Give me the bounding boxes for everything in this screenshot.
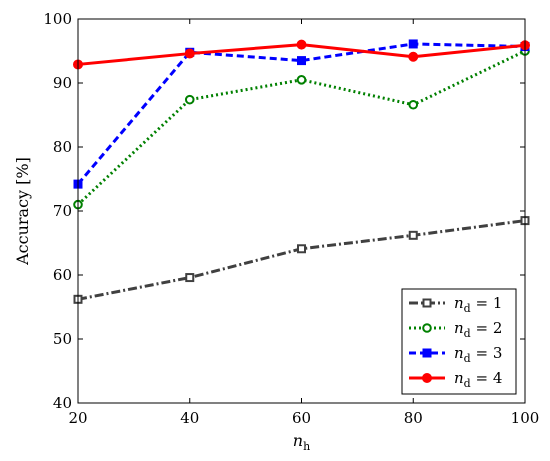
series-1-point <box>185 273 195 283</box>
series-2-point <box>408 99 419 110</box>
x-tick-label: 40 <box>180 409 199 427</box>
x-axis-title-sub: h <box>303 440 310 453</box>
legend-label-sub: d <box>464 352 471 365</box>
legend-entry-3: nd = 3 <box>409 344 502 365</box>
series-2-point <box>296 75 307 85</box>
legend-label-sub: d <box>464 377 471 390</box>
y-tick-label: 90 <box>53 74 72 92</box>
series-1-line <box>77 219 526 301</box>
series-1-point <box>408 230 418 240</box>
legend-label-rest: = 2 <box>471 319 503 337</box>
legend-marker <box>422 373 432 383</box>
legend-label-rest: = 1 <box>471 294 503 312</box>
y-tick-label: 80 <box>53 138 72 156</box>
x-tick-label: 80 <box>404 409 423 427</box>
legend-label-sub: d <box>464 327 471 340</box>
legend-label: nd = 3 <box>454 344 502 365</box>
series-4-point <box>408 51 419 62</box>
legend-label-main: n <box>454 344 464 362</box>
legend: nd = 1nd = 2nd = 3nd = 4 <box>401 288 517 395</box>
x-axis-title-main: n <box>293 431 303 450</box>
series-3 <box>73 39 530 189</box>
series-2-point <box>184 94 195 105</box>
legend-entry-1: nd = 1 <box>409 294 502 315</box>
series-2 <box>73 46 530 210</box>
series-4-point <box>296 39 307 50</box>
legend-label-sub: d <box>464 302 471 315</box>
x-tick-label: 60 <box>292 409 311 427</box>
y-tick-label: 100 <box>43 10 72 28</box>
legend-label-main: n <box>454 369 464 387</box>
x-tick-label: 100 <box>511 409 540 427</box>
legend-marker <box>422 298 432 308</box>
legend-label-main: n <box>454 294 464 312</box>
y-axis-title: Accuracy [%] <box>13 157 32 266</box>
series-3-line <box>76 42 526 186</box>
y-tick-label: 40 <box>53 394 72 412</box>
legend-entry-2: nd = 2 <box>409 319 502 340</box>
x-axis-title: nh <box>293 431 310 453</box>
x-tick-label: 20 <box>68 409 87 427</box>
series-4-point <box>184 48 195 59</box>
legend-label: nd = 4 <box>454 369 502 390</box>
y-tick-label: 70 <box>53 202 72 220</box>
series-1-point <box>297 244 306 254</box>
series-layer <box>73 39 530 304</box>
legend-marker <box>422 323 432 333</box>
legend-label-main: n <box>454 319 464 337</box>
series-3-point <box>408 39 418 49</box>
legend-marker <box>422 348 432 358</box>
y-tick-label: 60 <box>53 266 72 284</box>
legend-entry-4: nd = 4 <box>409 369 502 390</box>
legend-label: nd = 1 <box>454 294 502 315</box>
series-3-point <box>297 56 306 66</box>
y-tick-label: 50 <box>53 330 72 348</box>
legend-label-rest: = 4 <box>471 369 503 387</box>
series-2-line <box>76 49 526 206</box>
legend-label: nd = 2 <box>454 319 502 340</box>
legend-label-rest: = 3 <box>471 344 503 362</box>
